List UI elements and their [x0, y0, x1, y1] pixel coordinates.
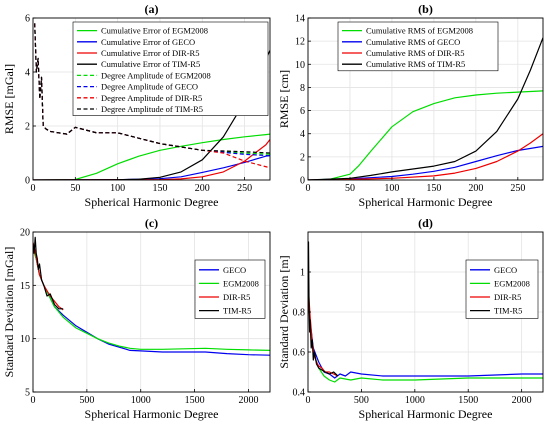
legend-label: EGM2008	[223, 278, 259, 288]
x-axis-label: Spherical Harmonic Degree	[359, 407, 493, 421]
x-axis-label: Spherical Harmonic Degree	[85, 195, 219, 209]
y-tick-label: 6	[25, 14, 30, 25]
series-line-tim-r5	[33, 236, 64, 310]
series-line-cumulative-error-of-egm2008	[33, 133, 270, 180]
panel-title: (b)	[418, 2, 433, 16]
x-axis-label: Spherical Harmonic Degree	[359, 195, 493, 209]
x-tick-label: 500	[79, 395, 94, 406]
y-tick-label: 4	[25, 68, 30, 79]
x-tick-label: 50	[70, 183, 80, 194]
plot-frame	[307, 17, 544, 181]
y-tick-label: 14	[295, 14, 305, 25]
legend-label: Degree Amplitude of DIR-R5	[101, 93, 202, 103]
legend-label: Degree Amplitude of GECO	[101, 82, 198, 92]
series-line-tim-r5	[308, 241, 339, 377]
x-tick-label: 200	[468, 183, 483, 194]
legend-label: Cumulative RMS of EGM2008	[366, 26, 473, 36]
y-axis-label: RMSE [cm]	[277, 70, 291, 128]
legend-label: Cumulative Error of DIR-R5	[101, 48, 199, 58]
legend-label: TIM-R5	[223, 306, 251, 316]
x-tick-label: 1000	[131, 395, 151, 406]
x-tick-label: 50	[345, 183, 355, 194]
x-tick-label: 150	[152, 183, 167, 194]
legend-label: Cumulative RMS of DIR-R5	[366, 48, 464, 58]
x-tick-label: 250	[237, 183, 252, 194]
x-tick-label: 1500	[458, 395, 478, 406]
y-tick-label: 8	[300, 83, 305, 94]
panel-title: (c)	[145, 216, 158, 230]
x-tick-label: 1000	[405, 395, 425, 406]
x-tick-label: 100	[384, 183, 399, 194]
y-tick-label: 2	[300, 152, 305, 163]
y-tick-label: 0.6	[293, 348, 306, 359]
series-line-cumulative-rms-of-egm2008	[308, 90, 543, 180]
legend-label: DIR-R5	[223, 292, 250, 302]
plot-frame	[32, 231, 271, 393]
panel-title: (a)	[145, 2, 159, 16]
series-line-dir-r5	[308, 281, 339, 377]
legend-label: Cumulative RMS of GECO	[366, 37, 460, 47]
x-tick-label: 100	[110, 183, 125, 194]
y-tick-label: 0	[300, 176, 305, 187]
legend-label: Degree Amplitude of TIM-R5	[101, 104, 203, 114]
x-tick-label: 500	[354, 395, 369, 406]
y-tick-label: 10	[20, 334, 30, 345]
legend-label: Cumulative Error of TIM-R5	[101, 59, 200, 69]
x-tick-label: 200	[195, 183, 210, 194]
y-axis-label: RMSE [mGal]	[2, 64, 16, 134]
x-tick-label: 0	[31, 395, 36, 406]
x-tick-label: 0	[31, 183, 36, 194]
plot-frame	[32, 17, 271, 181]
y-tick-label: 0.4	[293, 388, 306, 399]
y-tick-label: 1	[300, 268, 305, 279]
y-tick-label: 6	[300, 106, 305, 117]
y-tick-label: 5	[25, 388, 30, 399]
y-tick-label: 15	[20, 281, 30, 292]
legend-label: Cumulative RMS of TIM-R5	[366, 59, 465, 69]
legend-box	[72, 21, 269, 116]
series-line-cumulative-error-of-dir-r5	[33, 139, 270, 180]
panel-title: (d)	[418, 216, 433, 230]
x-tick-label: 2000	[238, 395, 258, 406]
series-line-geco	[308, 291, 543, 379]
legend-label: Degree Amplitude of EGM2008	[101, 70, 211, 80]
y-tick-label: 10	[295, 60, 305, 71]
legend-label: DIR-R5	[494, 292, 521, 302]
legend-label: Cumulative Error of EGM2008	[101, 26, 208, 36]
legend-label: EGM2008	[494, 278, 530, 288]
y-tick-label: 12	[295, 37, 305, 48]
series-line-degree-amplitude-of-tim-r5	[34, 23, 270, 154]
y-tick-label: 0.8	[293, 308, 306, 319]
x-tick-label: 2000	[512, 395, 532, 406]
y-axis-label: Standard Deviation [m]	[277, 255, 291, 368]
x-tick-label: 1500	[185, 395, 205, 406]
y-tick-label: 20	[20, 228, 30, 239]
legend-label: Cumulative Error of GECO	[101, 37, 195, 47]
x-tick-label: 150	[426, 183, 441, 194]
series-line-cumulative-rms-of-tim-r5	[308, 37, 543, 180]
x-axis-label: Spherical Harmonic Degree	[85, 407, 219, 421]
series-line-dir-r5	[33, 242, 64, 311]
x-tick-label: 0	[306, 183, 311, 194]
x-tick-label: 0	[306, 395, 311, 406]
legend-label: GECO	[223, 265, 246, 275]
series-line-cumulative-error-of-geco	[33, 155, 270, 180]
legend-label: GECO	[494, 265, 517, 275]
legend-label: TIM-R5	[494, 306, 522, 316]
legend-box	[337, 21, 499, 72]
series-line-cumulative-rms-of-geco	[308, 145, 543, 180]
y-tick-label: 4	[300, 129, 305, 140]
x-tick-label: 250	[510, 183, 525, 194]
y-tick-label: 2	[25, 122, 30, 133]
series-line-cumulative-rms-of-dir-r5	[308, 133, 543, 180]
y-tick-label: 0	[25, 176, 30, 187]
y-axis-label: Standard Deviation [mGal]	[2, 247, 16, 378]
